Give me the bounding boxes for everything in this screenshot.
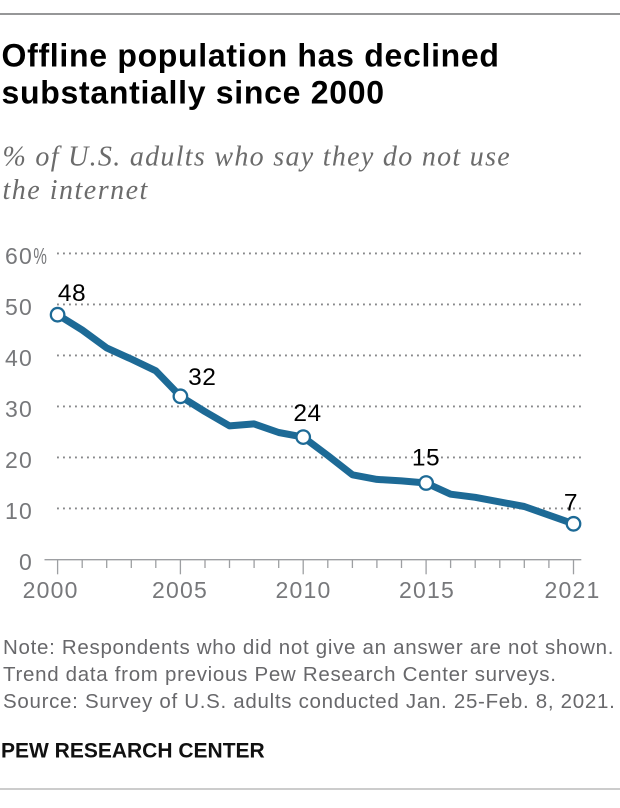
svg-text:%: %	[33, 243, 47, 269]
svg-text:32: 32	[188, 364, 216, 391]
svg-text:PEW RESEARCH CENTER: PEW RESEARCH CENTER	[1, 740, 265, 763]
svg-text:Trend data from previous Pew R: Trend data from previous Pew Research Ce…	[3, 663, 557, 686]
svg-text:24: 24	[293, 400, 321, 427]
svg-text:2010: 2010	[276, 577, 332, 603]
svg-text:7: 7	[564, 490, 578, 517]
svg-text:Source: Survey of U.S. adults: Source: Survey of U.S. adults conducted …	[3, 690, 615, 713]
svg-text:2021: 2021	[545, 577, 601, 603]
svg-text:Offline population has decline: Offline population has declined	[2, 38, 500, 74]
svg-text:60: 60	[5, 243, 33, 269]
svg-text:30: 30	[5, 396, 33, 422]
svg-text:0: 0	[19, 549, 33, 575]
svg-text:the internet: the internet	[3, 175, 149, 206]
svg-text:substantially since 2000: substantially since 2000	[2, 75, 385, 111]
svg-text:2000: 2000	[23, 577, 79, 603]
svg-text:2015: 2015	[399, 577, 455, 603]
svg-text:2005: 2005	[152, 577, 208, 603]
svg-text:50: 50	[5, 294, 33, 320]
svg-text:20: 20	[5, 447, 33, 473]
svg-text:48: 48	[58, 280, 86, 307]
svg-text:15: 15	[412, 445, 440, 472]
svg-text:40: 40	[5, 345, 33, 371]
svg-text:10: 10	[5, 498, 33, 524]
svg-text:% of U.S. adults who say they: % of U.S. adults who say they do not use	[3, 142, 512, 173]
svg-text:Note: Respondents who did not: Note: Respondents who did not give an an…	[3, 636, 614, 659]
